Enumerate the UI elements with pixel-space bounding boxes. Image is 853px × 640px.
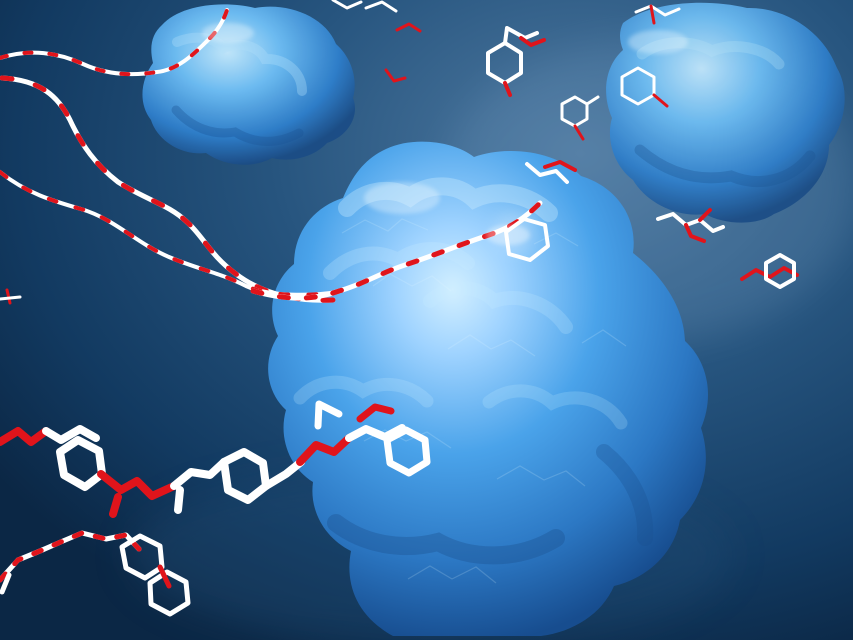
main-protein <box>268 141 708 636</box>
specular-highlights <box>202 23 688 245</box>
polymer-chain-bottom-left-large <box>0 400 431 518</box>
small-molecule-fragments <box>0 0 799 305</box>
protein-top-right <box>606 2 845 223</box>
polymer-chain-bottom-left-lower <box>0 530 191 617</box>
protein-top-left <box>142 4 356 165</box>
